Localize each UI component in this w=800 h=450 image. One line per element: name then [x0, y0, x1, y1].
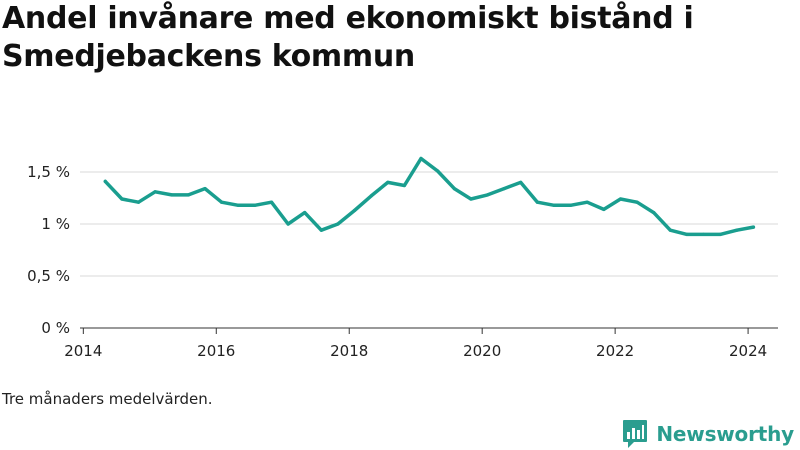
y-gridlines: [80, 171, 778, 277]
data-point: [519, 180, 523, 184]
chart-title: Andel invånare med ekonomiskt bistånd i …: [2, 1, 694, 74]
data-point: [485, 193, 490, 197]
brand-name: Newsworthy: [656, 422, 794, 446]
data-point: [136, 200, 141, 204]
y-axis-tick-labels: 0 % 0,5 % 1 % 1,5 %: [27, 163, 70, 337]
data-point: [635, 200, 639, 204]
y-tick-label: 1 %: [41, 215, 70, 233]
data-point: [585, 200, 589, 204]
data-point: [685, 232, 689, 236]
data-point: [186, 193, 190, 197]
data-point: [469, 197, 473, 201]
y-tick-label: 0 %: [41, 319, 70, 337]
data-point: [436, 169, 440, 173]
data-point: [153, 190, 157, 194]
data-point: [452, 187, 456, 191]
data-point: [386, 180, 390, 184]
data-point: [735, 228, 739, 232]
x-axis-ticks: 2014 2016 2018 2020 2022 2024: [64, 328, 767, 360]
data-point: [203, 187, 207, 191]
data-point: [618, 197, 623, 201]
x-tick-label: 2016: [197, 342, 235, 360]
data-point: [569, 203, 573, 207]
data-point: [602, 207, 606, 211]
data-point: [319, 228, 323, 232]
x-tick-label: 2014: [64, 342, 102, 360]
data-point: [120, 197, 124, 201]
data-point: [419, 156, 423, 161]
data-point: [303, 211, 307, 215]
data-point: [220, 200, 224, 204]
data-point: [701, 232, 706, 236]
series-group: [103, 156, 756, 237]
data-point: [552, 203, 556, 207]
data-point: [402, 183, 406, 188]
data-point: [269, 200, 274, 204]
data-point: [369, 194, 373, 198]
series-line: [103, 156, 756, 237]
y-tick-label: 0,5 %: [27, 267, 70, 285]
data-point: [502, 187, 506, 191]
chart-note: Tre månaders medelvärden.: [2, 390, 213, 408]
x-tick-label: 2024: [729, 342, 767, 360]
data-point: [718, 232, 722, 236]
data-point: [535, 200, 540, 204]
data-point: [668, 228, 672, 232]
brand-logo: Newsworthy: [622, 418, 794, 450]
x-tick-label: 2018: [330, 342, 368, 360]
data-point: [170, 193, 174, 197]
data-point: [652, 211, 656, 215]
data-point: [286, 222, 290, 226]
data-point: [103, 179, 107, 183]
newsworthy-logo-icon: [623, 420, 648, 448]
y-tick-label: 1,5 %: [27, 163, 70, 181]
data-point: [352, 208, 357, 213]
data-point: [236, 203, 240, 207]
data-point: [751, 225, 756, 229]
x-tick-label: 2022: [596, 342, 634, 360]
data-point: [253, 203, 257, 207]
data-point: [336, 222, 340, 226]
x-tick-label: 2020: [463, 342, 501, 360]
